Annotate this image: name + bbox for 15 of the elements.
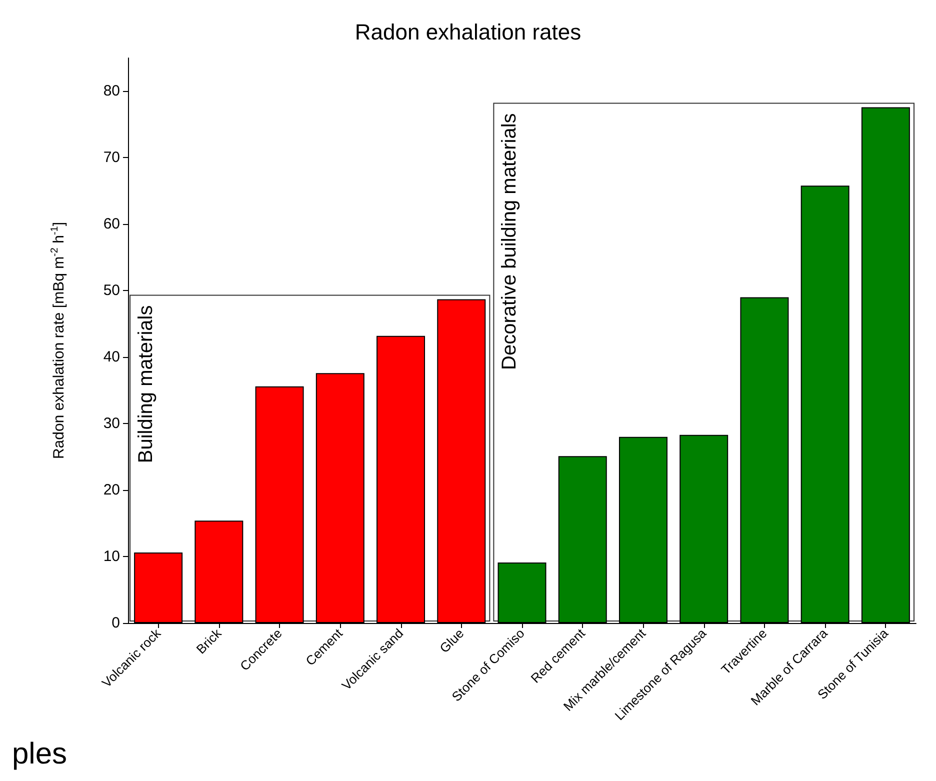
y-tick-label: 60 [103, 216, 120, 233]
y-tick-label: 10 [103, 548, 120, 566]
y-tick-label: 70 [103, 149, 120, 166]
annotation: Decorative building materials [498, 113, 521, 370]
text: ples [12, 738, 68, 770]
y-tick-label: 0 [112, 614, 120, 632]
y-tick-label: 50 [103, 282, 120, 300]
chart-title: Radon exhalation rates [354, 20, 582, 44]
x-tick-label: Glue [436, 626, 467, 656]
y-tick-label: 20 [103, 482, 120, 499]
y-axis-title: Radon exhalation rate [mBq m-2 h-1] [50, 222, 68, 460]
y-tick-label: 40 [103, 348, 120, 366]
y-tick-label: 30 [103, 415, 120, 432]
y-tick-label: 80 [103, 82, 120, 100]
annotation: Building materials [135, 305, 157, 464]
